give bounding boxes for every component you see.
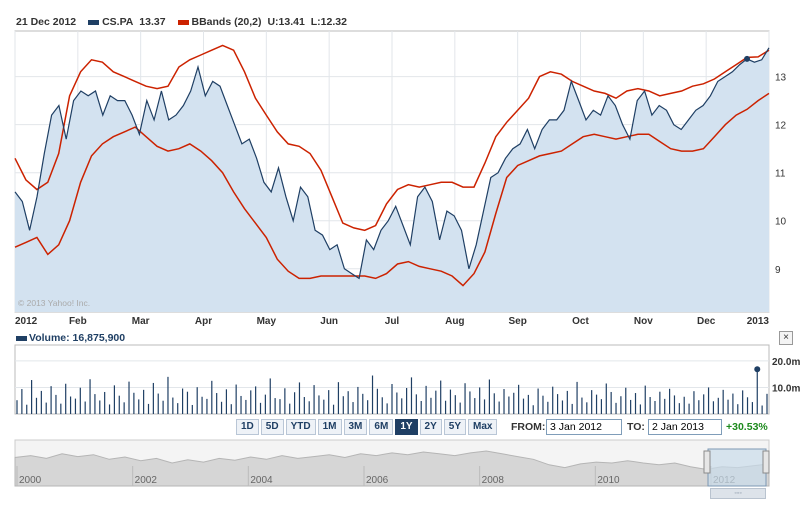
price-x-tick-label: Sep [508,316,526,327]
volume-y-axis: 10.0m 20.0m [772,357,800,395]
price-x-tick-label: Jul [385,316,400,327]
range-button-max[interactable]: Max [468,419,498,435]
range-button-ytd[interactable]: YTD [285,419,316,435]
volume-y-tick-label: 20.0m [772,357,800,368]
legend-series2-label: BBands (20,2) [191,16,262,28]
price-x-axis: 2012 Feb Mar Apr May Jun Jul Aug Sep Oct Nov Dec 201… [15,316,769,327]
legend-series1-value: 13.37 [139,16,166,28]
to-label: TO: [627,421,645,433]
navigator-left-handle[interactable] [703,450,711,474]
price-x-tick-label: Aug [445,316,464,327]
price-y-tick-label: 9 [775,265,781,276]
bbands-upper-line [14,44,770,232]
navigator-year-label: 2010 [597,475,620,486]
price-x-tick-label: Mar [132,316,150,327]
range-button-5y[interactable]: 5Y [443,419,467,435]
navigator-scroll-handle[interactable]: ◦◦◦ [710,488,766,499]
legend-series2-upper: U:13.41 [267,16,305,28]
volume-swatch [16,335,27,341]
navigator-year-label: 2000 [19,475,42,486]
range-button-2y[interactable]: 2Y [419,419,442,435]
price-x-tick-label: Nov [634,316,653,327]
navigator-year-label: 2004 [250,475,273,486]
price-x-tick-label: 2013 [747,316,770,327]
range-button-5d[interactable]: 5D [260,419,284,435]
price-y-tick-label: 12 [775,121,787,132]
price-area-fill [15,47,769,313]
price-x-tick-label: May [257,316,277,327]
navigator-right-handle[interactable] [762,450,770,474]
price-x-tick-label: Dec [697,316,716,327]
chart-legend: 21 Dec 2012 CS.PA 13.37 BBands (20,2) U:… [16,16,350,30]
navigator-selection[interactable] [707,448,767,487]
navigator-history-area [14,450,770,487]
to-date-input[interactable] [648,419,722,435]
volume-legend-label: Volume: 16,875,900 [29,332,126,344]
range-button-1d[interactable]: 1D [236,419,259,435]
price-swatch [88,19,100,25]
copyright-watermark: © 2013 Yahoo! Inc. [18,298,90,308]
legend-date: 21 Dec 2012 [16,16,77,28]
bbands-lower-line [14,92,770,287]
price-y-tick-label: 11 [775,169,786,180]
price-line [14,47,770,280]
price-y-tick-label: 13 [775,73,787,84]
navigator-year-label: 2006 [366,475,389,486]
legend-series2-lower: L:12.32 [310,16,347,28]
volume-legend: Volume: 16,875,900 [16,332,125,344]
navigator-year-label: 2008 [482,475,505,486]
price-x-tick-label: Feb [69,316,87,327]
navigator-year-label: 2002 [135,475,158,486]
price-crosshair-marker [744,55,751,62]
period-change-percent: +30.53% [726,421,768,433]
bbands-swatch [177,19,189,25]
volume-crosshair-marker [754,366,761,373]
range-selector: 1D 5D YTD 1M 3M 6M 1Y 2Y 5Y Max [236,419,498,435]
range-button-3m[interactable]: 3M [343,419,368,435]
price-x-tick-label: Oct [572,316,589,327]
volume-bars [16,369,768,414]
from-label: FROM: [511,421,546,433]
range-button-1y[interactable]: 1Y [395,419,418,435]
price-y-tick-label: 10 [775,217,787,228]
close-volume-button[interactable]: × [779,331,793,345]
price-x-tick-label: 2012 [15,316,38,327]
legend-series1-label: CS.PA [102,16,134,28]
volume-y-tick-label: 10.0m [772,383,800,394]
range-button-6m[interactable]: 6M [369,419,394,435]
from-date-input[interactable] [546,419,622,435]
range-button-1m[interactable]: 1M [317,419,342,435]
price-y-axis: 9 10 11 12 13 [775,73,787,276]
price-x-tick-label: Apr [195,316,212,327]
price-x-tick-label: Jun [320,316,338,327]
